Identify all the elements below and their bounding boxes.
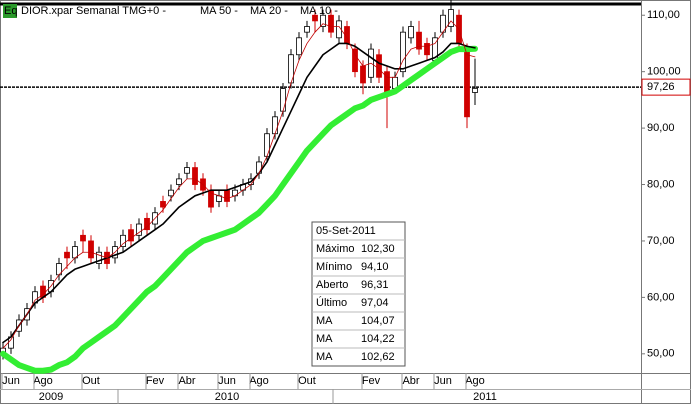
x-tick-label: Fev <box>146 375 165 387</box>
candle-body <box>408 26 414 39</box>
x-tick-label: Abr <box>178 375 195 387</box>
candle-body <box>128 229 134 242</box>
candle-body <box>472 87 478 93</box>
info-label: Mínimo <box>316 261 352 273</box>
y-tick-label: 50,00 <box>647 348 675 360</box>
candle-body <box>464 48 470 118</box>
legend-badge-text: Eq <box>4 5 17 17</box>
x-tick-label: Ago <box>249 375 269 387</box>
legend-instrument: DIOR.xpar Semanal TMG+0 - <box>21 5 166 17</box>
ma-line <box>0 45 478 374</box>
candle-body <box>424 43 430 56</box>
candle-body <box>136 223 142 236</box>
info-value: 102,62 <box>361 351 395 363</box>
candle-body <box>328 14 334 33</box>
candle-body <box>416 31 422 50</box>
candle-body <box>304 26 310 33</box>
candle-body <box>320 14 326 27</box>
legend-entry: MA 20 - <box>250 5 288 17</box>
info-value: 102,30 <box>361 243 395 255</box>
info-value: 94,10 <box>361 261 389 273</box>
info-label: MA <box>316 333 333 345</box>
candle-body <box>360 65 366 84</box>
year-label: 2011 <box>473 391 497 403</box>
x-tick-label: Fev <box>362 375 381 387</box>
info-label: MA <box>316 315 333 327</box>
y-tick-label: 110,00 <box>647 9 680 21</box>
candle-body <box>80 234 86 242</box>
x-tick-label: Abr <box>402 375 419 387</box>
info-date: 05-Set-2011 <box>316 225 376 237</box>
candle-body <box>192 167 198 185</box>
x-tick-label: Ago <box>465 375 485 387</box>
candle-body <box>88 240 94 259</box>
ma-line <box>2 20 476 349</box>
candle-body <box>120 234 126 247</box>
price-tag-label: 97,26 <box>647 81 675 93</box>
info-value: 97,04 <box>361 297 389 309</box>
candle-body <box>280 88 286 112</box>
x-tick-label: Out <box>298 375 316 387</box>
candle-body <box>160 201 166 208</box>
legend-entry: MA 10 - <box>300 5 338 17</box>
ma-line <box>2 42 476 344</box>
legend-badge <box>3 4 17 18</box>
x-tick-label: Jun <box>2 375 20 387</box>
info-value: 96,31 <box>361 279 389 291</box>
info-label: MA <box>316 351 333 363</box>
candle-body <box>224 189 230 202</box>
info-label: Último <box>316 296 347 309</box>
x-tick-label: Jun <box>218 375 236 387</box>
price-tag <box>641 78 691 96</box>
candle-body <box>96 251 102 264</box>
info-label: Máximo <box>316 243 355 255</box>
info-label: Aberto <box>316 279 348 291</box>
candle-body <box>296 37 302 56</box>
candle-body <box>336 20 342 39</box>
candle-body <box>352 48 358 73</box>
y-tick-label: 60,00 <box>647 291 675 303</box>
candle-body <box>272 116 278 135</box>
candle-body <box>168 189 174 197</box>
candle-body <box>448 9 454 27</box>
candle-body <box>376 54 382 78</box>
y-tick-label: 90,00 <box>647 122 675 134</box>
x-tick-label: Jun <box>434 375 452 387</box>
year-label: 2010 <box>215 391 239 403</box>
candle-body <box>176 178 182 185</box>
year-label: 2009 <box>39 391 63 403</box>
y-tick-label: 70,00 <box>647 235 675 247</box>
legend-entry: MA 50 - <box>200 5 238 17</box>
y-tick-label: 80,00 <box>647 178 675 190</box>
candle-body <box>264 133 270 157</box>
candle-body <box>400 31 406 73</box>
y-tick-label: 100,00 <box>647 66 681 78</box>
info-value: 104,22 <box>361 333 395 345</box>
x-tick-label: Ago <box>33 375 53 387</box>
candle-body <box>64 251 70 259</box>
candle-body <box>184 167 190 174</box>
candle-body <box>312 14 318 22</box>
info-value: 104,07 <box>361 315 395 327</box>
x-tick-label: Out <box>82 375 100 387</box>
